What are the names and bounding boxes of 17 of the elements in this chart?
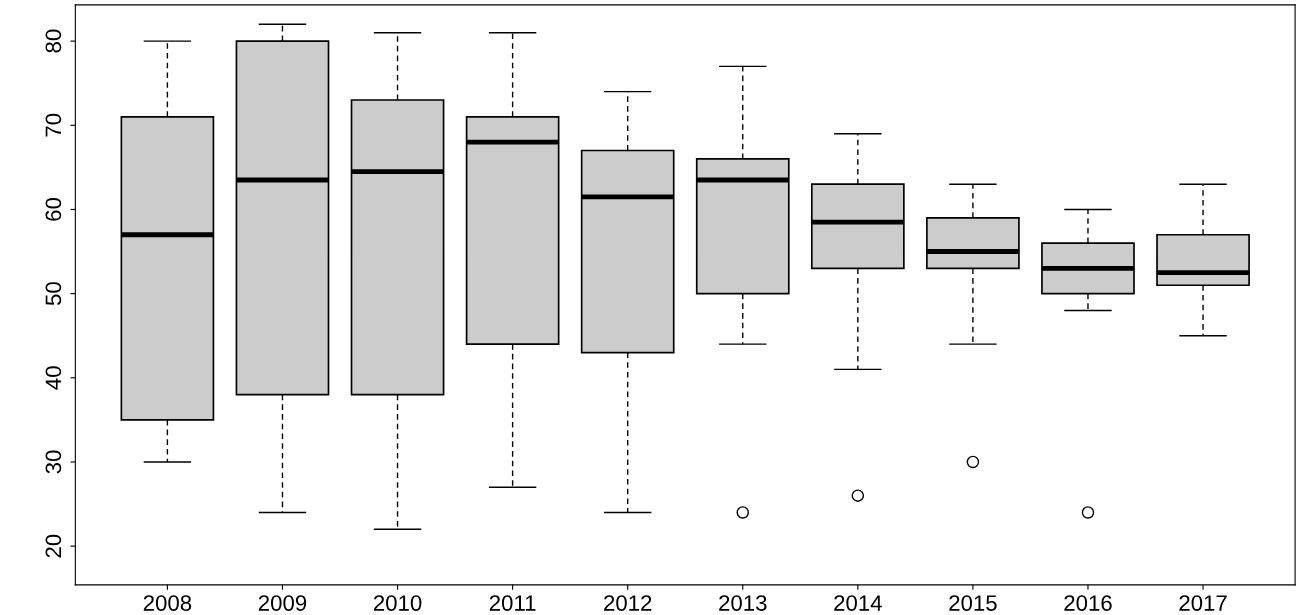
x-tick-label: 2012	[604, 595, 652, 611]
x-tick-label: 2013	[719, 595, 767, 611]
x-tick-label: 2017	[1179, 595, 1227, 611]
y-tick-label: 50	[45, 282, 62, 306]
x-tick-label: 2014	[834, 595, 882, 611]
x-tick-label: 2011	[489, 595, 536, 611]
x-tick-label: 2008	[143, 595, 192, 611]
y-tick-label: 80	[45, 29, 62, 53]
x-tick-label: 2009	[258, 595, 307, 611]
y-tick-label: 60	[45, 197, 62, 221]
x-tick-label: 2016	[1064, 595, 1112, 611]
x-tick-label: 2015	[949, 595, 997, 611]
y-tick-label: 70	[45, 113, 62, 137]
x-tick-label: 2010	[373, 595, 422, 611]
y-tick-label: 30	[45, 450, 62, 474]
y-tick-label: 40	[45, 366, 62, 390]
y-tick-label: 20	[45, 534, 62, 558]
